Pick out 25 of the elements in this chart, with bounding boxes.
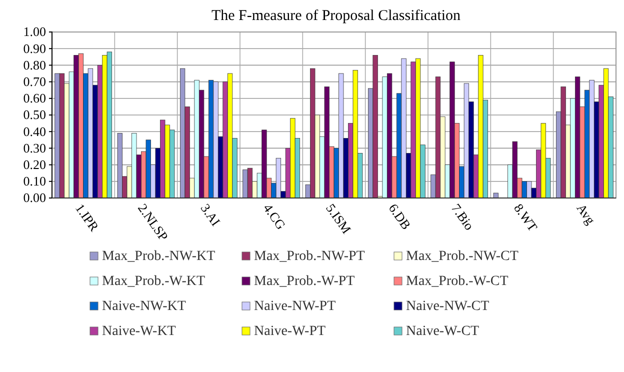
y-tick-label: 0.90 bbox=[23, 40, 46, 56]
legend-label: Max_Prob.-W-PT bbox=[254, 274, 356, 289]
y-tick-label: 0.00 bbox=[23, 190, 46, 206]
legend-label: Naive-W-PT bbox=[254, 324, 326, 339]
y-tick-label: 1.00 bbox=[23, 24, 46, 40]
legend-label: Naive-NW-KT bbox=[102, 299, 186, 314]
y-tick-label: 0.50 bbox=[23, 107, 46, 122]
chart-title: The F-measure of Proposal Classification bbox=[211, 8, 462, 24]
legend-label: Naive-W-KT bbox=[102, 324, 176, 339]
y-tick-label: 0.40 bbox=[23, 124, 46, 139]
legend-label: Max_Prob.-NW-PT bbox=[254, 249, 366, 264]
y-tick-label: 0.60 bbox=[23, 90, 46, 106]
legend-label: Max_Prob.-NW-KT bbox=[102, 249, 216, 264]
legend-label: Max_Prob.-NW-CT bbox=[406, 249, 519, 264]
y-tick-label: 0.70 bbox=[23, 74, 46, 89]
y-tick-label: 0.20 bbox=[23, 156, 46, 172]
y-tick-label: 0.30 bbox=[23, 140, 46, 156]
y-tick-label: 0.80 bbox=[23, 57, 46, 72]
legend-label: Naive-NW-PT bbox=[254, 299, 336, 314]
legend-label: Naive-W-CT bbox=[406, 324, 480, 339]
legend-label: Naive-NW-CT bbox=[406, 299, 490, 314]
legend-label: Max_Prob.-W-CT bbox=[406, 274, 509, 289]
x-tick-label: Avg bbox=[574, 200, 599, 228]
legend-label: Max_Prob.-W-KT bbox=[102, 274, 206, 289]
y-tick-label: 0.10 bbox=[23, 174, 46, 189]
